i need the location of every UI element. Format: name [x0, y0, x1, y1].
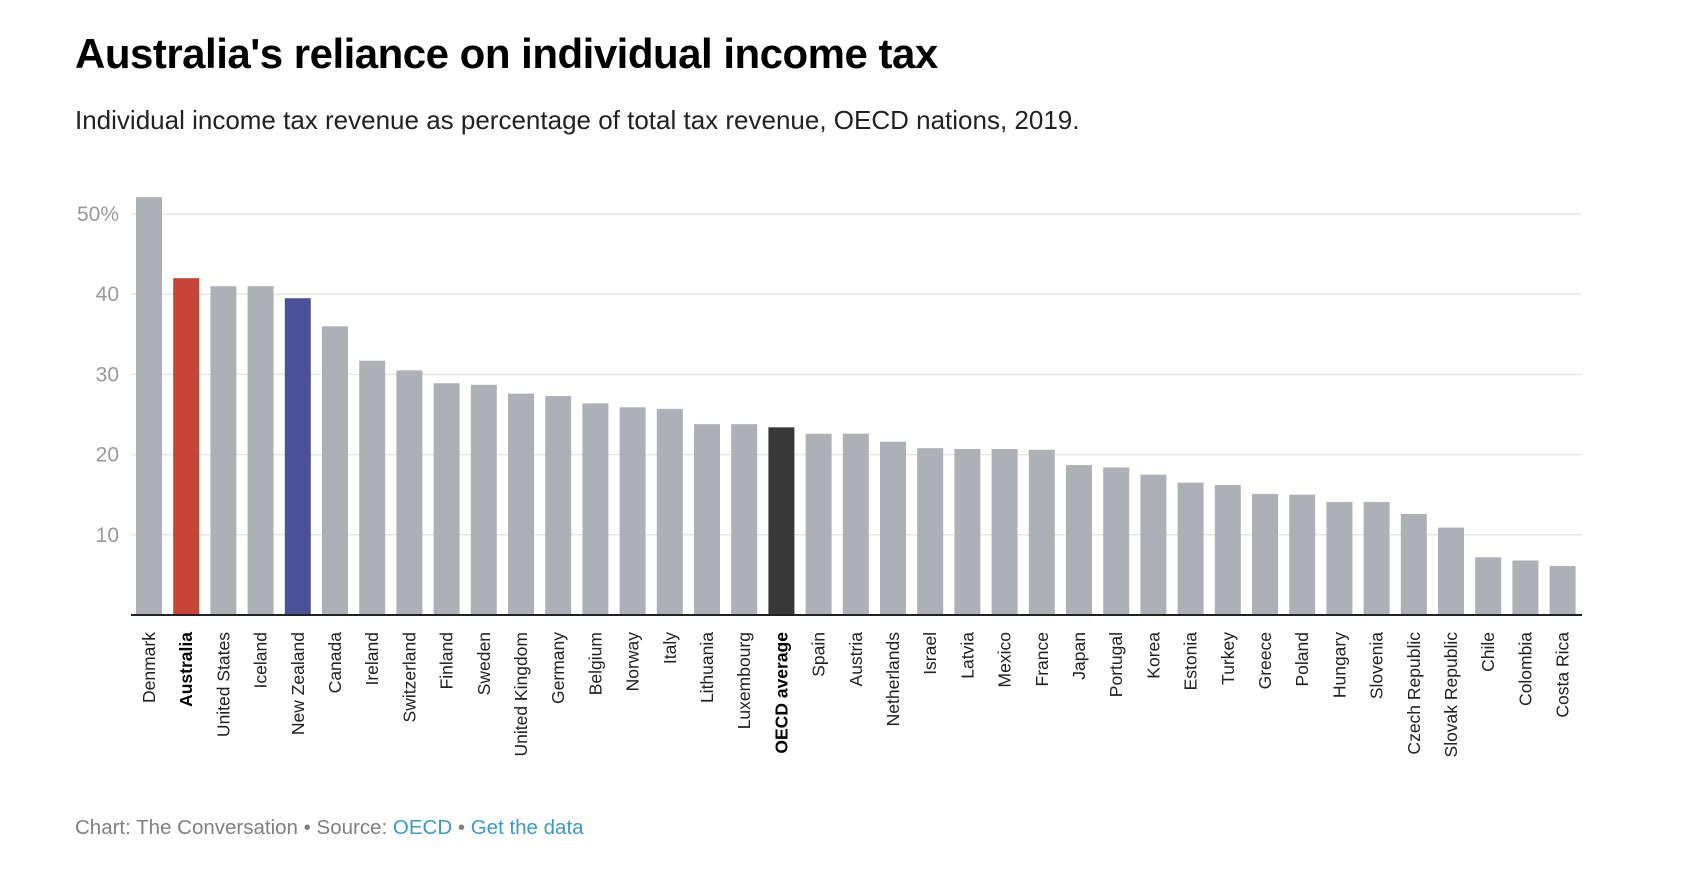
x-tick-label: Colombia	[1515, 632, 1535, 706]
x-tick-label: Japan	[1069, 632, 1089, 680]
bar-france[interactable]	[1028, 449, 1055, 615]
y-tick-label: 20	[96, 444, 119, 467]
x-tick-label: Iceland	[251, 632, 271, 688]
x-tick-label: Turkey	[1218, 632, 1238, 685]
bar-united-kingdom[interactable]	[508, 393, 534, 615]
x-tick-label: Belgium	[585, 632, 605, 695]
x-tick-label: Mexico	[995, 632, 1015, 687]
bar-latvia[interactable]	[954, 448, 981, 615]
bar-oecd-average[interactable]	[768, 427, 795, 615]
bar-italy[interactable]	[656, 408, 683, 615]
bar-israel[interactable]	[917, 448, 944, 615]
x-tick-label: Hungary	[1329, 632, 1349, 698]
bar-luxembourg[interactable]	[731, 424, 758, 615]
bar-australia[interactable]	[173, 278, 200, 615]
x-tick-label: Korea	[1143, 632, 1163, 679]
x-tick-label: Estonia	[1181, 632, 1201, 691]
bar-germany[interactable]	[545, 396, 572, 615]
x-tick-label: Poland	[1292, 632, 1312, 687]
bar-united-states[interactable]	[210, 286, 237, 615]
x-tick-label: Australia	[176, 632, 196, 707]
bar-slovak-republic[interactable]	[1438, 527, 1464, 615]
bar-netherlands[interactable]	[880, 441, 906, 615]
x-tick-label: United Kingdom	[511, 632, 531, 757]
bar-slovenia[interactable]	[1363, 501, 1390, 615]
y-tick-label: 30	[96, 363, 119, 386]
bar-mexico[interactable]	[991, 448, 1018, 615]
bar-iceland[interactable]	[247, 286, 274, 615]
x-tick-label: Netherlands	[883, 632, 903, 727]
bar-sweden[interactable]	[470, 384, 497, 615]
x-tick-label: Austria	[846, 632, 866, 687]
source-label: Source:	[316, 816, 393, 839]
bar-new-zealand[interactable]	[284, 298, 311, 615]
bar-czech-republic[interactable]	[1400, 513, 1427, 615]
bar-hungary[interactable]	[1326, 501, 1353, 615]
bar-costa-rica[interactable]	[1549, 566, 1576, 615]
bar-chart: 10 20 30 40 50% Denmark Australia United State…	[77, 197, 1582, 758]
bar-switzerland[interactable]	[396, 370, 423, 615]
x-tick-label: Sweden	[474, 632, 494, 695]
bar-norway[interactable]	[619, 407, 646, 615]
x-tick-label: France	[1032, 632, 1052, 686]
x-tick-label: Czech Republic	[1404, 632, 1424, 755]
x-tick-label: Denmark	[139, 632, 159, 703]
bar-estonia[interactable]	[1177, 482, 1204, 615]
x-tick-label: Portugal	[1106, 632, 1126, 697]
x-tick-label: Finland	[437, 632, 457, 689]
x-tick-label: Switzerland	[399, 632, 419, 722]
bar-austria[interactable]	[842, 433, 869, 615]
bar-chile[interactable]	[1475, 557, 1502, 615]
bar-lithuania[interactable]	[694, 424, 720, 615]
y-tick-label: 10	[96, 524, 119, 547]
chart-footer: Chart: The Conversation • Source: OECD •…	[75, 816, 584, 840]
x-tick-label: Israel	[920, 632, 940, 675]
bar-denmark[interactable]	[136, 197, 162, 615]
bar-korea[interactable]	[1140, 474, 1167, 615]
x-tick-label: Latvia	[957, 632, 977, 679]
x-axis-labels: Denmark Australia United States Iceland New …	[139, 632, 1573, 758]
x-tick-label: OECD average	[771, 632, 791, 754]
x-tick-label: Norway	[623, 632, 643, 692]
x-tick-label: Luxembourg	[734, 632, 754, 729]
bar-japan[interactable]	[1066, 465, 1092, 615]
bar-belgium[interactable]	[582, 403, 609, 615]
bar-spain[interactable]	[805, 433, 832, 615]
chart-credit: Chart: The Conversation	[75, 816, 298, 839]
y-tick-label: 50%	[77, 203, 119, 226]
x-tick-label: Spain	[809, 632, 829, 677]
x-tick-label: Canada	[325, 632, 345, 694]
separator: •	[297, 816, 317, 839]
y-axis: 10 20 30 40 50%	[77, 203, 119, 547]
y-tick-label: 40	[96, 283, 119, 306]
chart-title: Australia's reliance on individual incom…	[75, 30, 938, 77]
x-tick-label: New Zealand	[288, 632, 308, 735]
bar-poland[interactable]	[1289, 494, 1316, 615]
x-tick-label: Greece	[1255, 632, 1275, 689]
x-tick-label: Costa Rica	[1553, 632, 1573, 718]
x-tick-label: Lithuania	[697, 632, 717, 703]
x-tick-label: Germany	[548, 632, 568, 704]
x-tick-label: Slovenia	[1367, 632, 1387, 699]
x-tick-label: Ireland	[362, 632, 382, 686]
x-tick-label: Italy	[660, 632, 680, 664]
bars	[136, 197, 1576, 615]
bar-finland[interactable]	[433, 383, 460, 615]
bar-turkey[interactable]	[1214, 485, 1241, 615]
source-link[interactable]: OECD	[392, 816, 453, 839]
chart-subtitle: Individual income tax revenue as percent…	[75, 105, 1080, 135]
bar-portugal[interactable]	[1103, 467, 1130, 615]
bar-canada[interactable]	[322, 326, 348, 615]
bar-greece[interactable]	[1252, 493, 1278, 615]
get-the-data-link[interactable]: Get the data	[470, 816, 584, 839]
x-tick-label: Chile	[1478, 632, 1498, 672]
x-tick-label: United States	[213, 632, 233, 737]
bar-colombia[interactable]	[1512, 560, 1539, 615]
separator: •	[452, 816, 471, 839]
bar-ireland[interactable]	[359, 360, 386, 615]
x-tick-label: Slovak Republic	[1441, 632, 1461, 758]
